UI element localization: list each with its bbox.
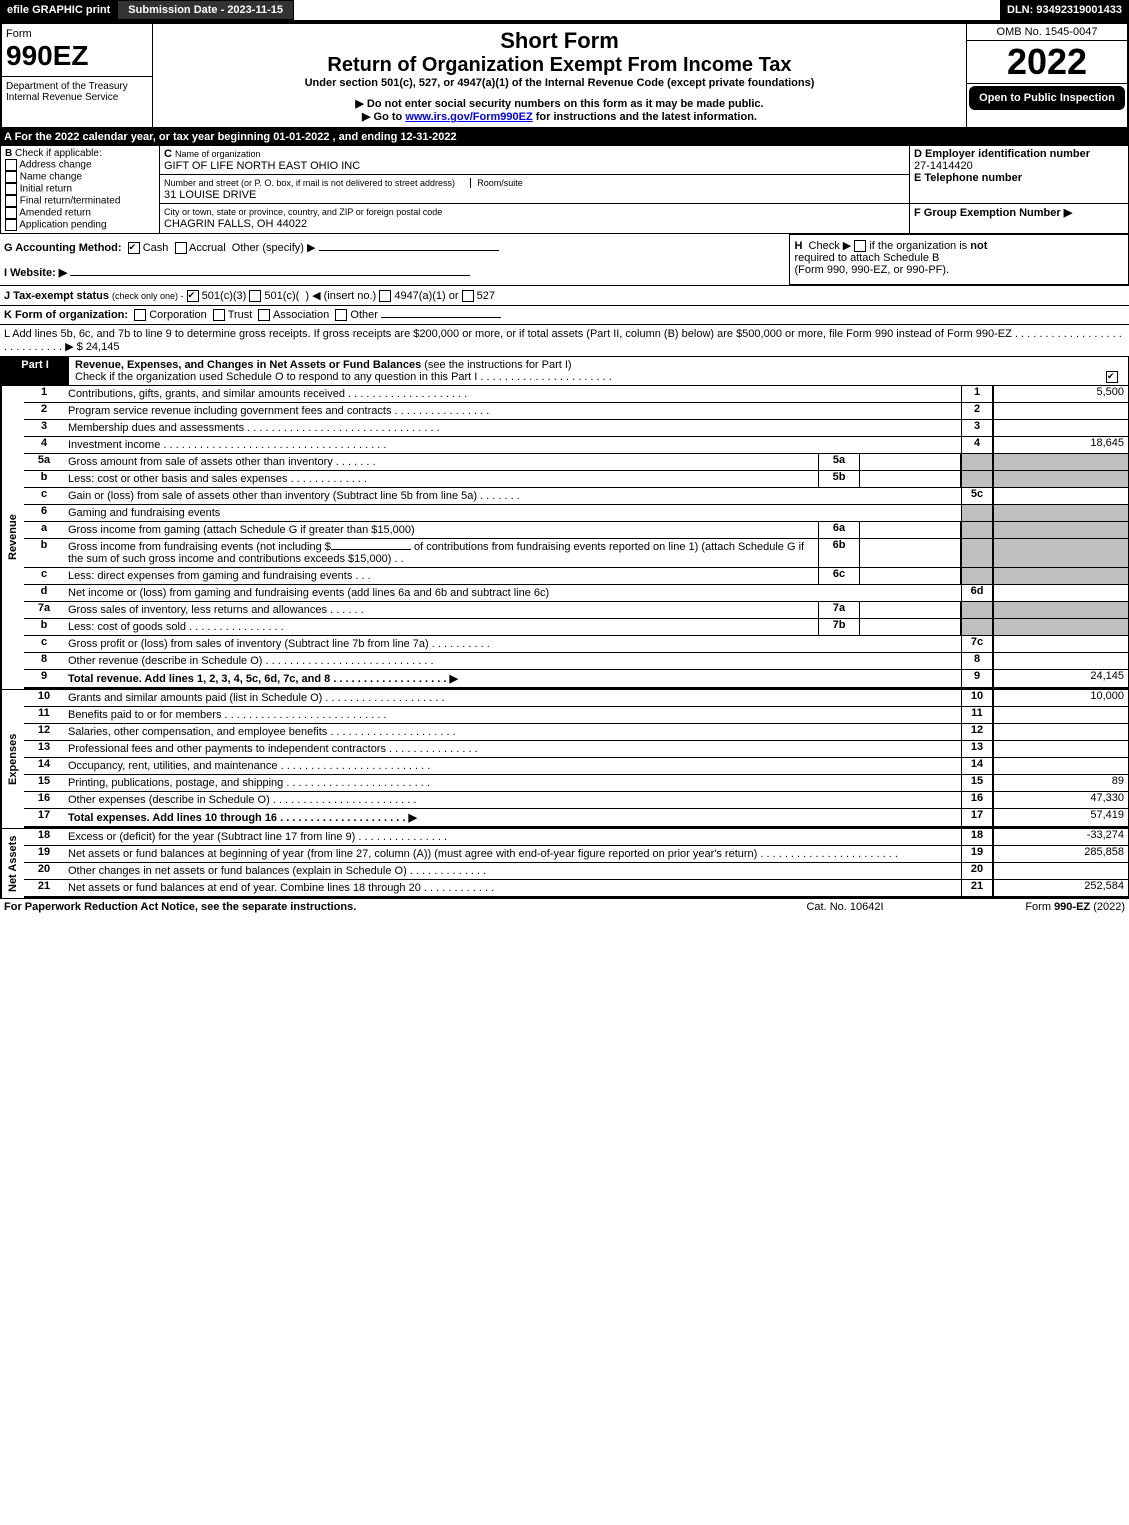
goto-pre: ▶ Go to	[362, 111, 405, 123]
j-501c-checkbox[interactable]	[249, 290, 261, 302]
line10-val: 10,000	[993, 690, 1128, 706]
section-c-name: C Name of organization GIFT OF LIFE NORT…	[160, 146, 910, 175]
section-j: J Tax-exempt status (check only one) - 5…	[0, 285, 1129, 305]
top-bar: efile GRAPHIC print Submission Date - 20…	[0, 0, 1129, 22]
line18-val: -33,274	[993, 829, 1128, 845]
line16-val: 47,330	[993, 792, 1128, 808]
under-section: Under section 501(c), 527, or 4947(a)(1)…	[157, 77, 962, 89]
cat-no: Cat. No. 10642I	[745, 901, 945, 913]
g-h-block: G Accounting Method: Cash Accrual Other …	[0, 234, 1129, 285]
line3-val	[993, 420, 1128, 436]
footer: For Paperwork Reduction Act Notice, see …	[0, 899, 1129, 915]
part1-body: Revenue 1Contributions, gifts, grants, a…	[0, 386, 1129, 690]
tax-year: 2022	[967, 41, 1127, 84]
form-label: Form	[6, 28, 32, 40]
k-other-checkbox[interactable]	[335, 309, 347, 321]
irs: Internal Revenue Service	[6, 92, 118, 103]
line9-val: 24,145	[993, 670, 1128, 687]
dln: DLN: 93492319001433	[1000, 0, 1129, 20]
line14-val	[993, 758, 1128, 774]
j-527-checkbox[interactable]	[462, 290, 474, 302]
line20-val	[993, 863, 1128, 879]
section-f: F Group Exemption Number ▶	[910, 204, 1129, 234]
section-i: I Website: ▶	[4, 267, 67, 279]
line19-val: 285,858	[993, 846, 1128, 862]
expenses-block: Expenses 10Grants and similar amounts pa…	[0, 690, 1129, 829]
goto-post: for instructions and the latest informat…	[533, 111, 757, 123]
form-header: Form 990EZ Department of the Treasury In…	[0, 22, 1129, 129]
short-form-title: Short Form	[157, 28, 962, 54]
submission-date: Submission Date - 2023-11-15	[117, 0, 294, 20]
j-4947-checkbox[interactable]	[379, 290, 391, 302]
form-number: 990EZ	[6, 40, 89, 71]
line7c-val	[993, 636, 1128, 652]
addr-change-checkbox[interactable]	[5, 159, 17, 171]
dept-treasury: Department of the Treasury	[6, 81, 128, 92]
section-b: B Check if applicable: Address change Na…	[1, 146, 160, 234]
line4-val: 18,645	[993, 437, 1128, 453]
k-trust-checkbox[interactable]	[213, 309, 225, 321]
omb-number: OMB No. 1545-0047	[967, 24, 1127, 41]
section-c-street: Number and street (or P. O. box, if mail…	[160, 175, 910, 204]
netassets-label: Net Assets	[1, 829, 24, 898]
paperwork-notice: For Paperwork Reduction Act Notice, see …	[4, 901, 745, 913]
ein: 27-1414420	[914, 160, 973, 172]
j-501c3-checkbox[interactable]	[187, 290, 199, 302]
l-value: 24,145	[86, 341, 120, 353]
final-return-checkbox[interactable]	[5, 195, 17, 207]
part1-label: Part I	[1, 357, 69, 385]
street: 31 LOUISE DRIVE	[164, 189, 256, 201]
main-title: Return of Organization Exempt From Incom…	[157, 54, 962, 77]
org-name: GIFT OF LIFE NORTH EAST OHIO INC	[164, 160, 360, 172]
line8-val	[993, 653, 1128, 669]
expenses-label: Expenses	[1, 690, 24, 828]
open-to-public: Open to Public Inspection	[969, 86, 1125, 110]
line17-val: 57,419	[993, 809, 1128, 826]
line15-val: 89	[993, 775, 1128, 791]
part1-checkline: Check if the organization used Schedule …	[75, 371, 612, 383]
part1-heading: Revenue, Expenses, and Changes in Net As…	[75, 359, 421, 371]
line13-val	[993, 741, 1128, 757]
goto-link[interactable]: www.irs.gov/Form990EZ	[405, 111, 532, 123]
city: CHAGRIN FALLS, OH 44022	[164, 218, 307, 230]
cash-checkbox[interactable]	[128, 242, 140, 254]
schedule-o-checkbox[interactable]	[1106, 371, 1118, 383]
h-checkbox[interactable]	[854, 240, 866, 252]
entity-block: B Check if applicable: Address change Na…	[0, 145, 1129, 234]
efile-print[interactable]: efile GRAPHIC print	[0, 0, 117, 20]
line6d-val	[993, 585, 1128, 601]
application-pending-checkbox[interactable]	[5, 219, 17, 231]
name-change-checkbox[interactable]	[5, 171, 17, 183]
initial-return-checkbox[interactable]	[5, 183, 17, 195]
revenue-lines: 1Contributions, gifts, grants, and simil…	[24, 386, 1128, 689]
line12-val	[993, 724, 1128, 740]
line5c-val	[993, 488, 1128, 504]
line-a: A For the 2022 calendar year, or tax yea…	[0, 129, 1129, 145]
line21-val: 252,584	[993, 880, 1128, 896]
line1-val: 5,500	[993, 386, 1128, 402]
accrual-checkbox[interactable]	[175, 242, 187, 254]
k-assoc-checkbox[interactable]	[258, 309, 270, 321]
k-corp-checkbox[interactable]	[134, 309, 146, 321]
footer-form: 990-EZ	[1054, 901, 1090, 913]
section-d-e: D Employer identification number 27-1414…	[910, 146, 1129, 204]
line2-val	[993, 403, 1128, 419]
section-c-city: City or town, state or province, country…	[160, 204, 910, 234]
section-g: G Accounting Method: Cash Accrual Other …	[0, 235, 790, 285]
section-h: H Check ▶ if the organization is not req…	[790, 235, 1129, 285]
part1-header: Part I Revenue, Expenses, and Changes in…	[0, 356, 1129, 386]
section-l: L Add lines 5b, 6c, and 7b to line 9 to …	[0, 324, 1129, 356]
ssn-warning: ▶ Do not enter social security numbers o…	[157, 97, 962, 110]
netassets-block: Net Assets 18Excess or (deficit) for the…	[0, 829, 1129, 899]
line11-val	[993, 707, 1128, 723]
amended-return-checkbox[interactable]	[5, 207, 17, 219]
section-k: K Form of organization: Corporation Trus…	[0, 305, 1129, 324]
revenue-label: Revenue	[1, 386, 24, 689]
